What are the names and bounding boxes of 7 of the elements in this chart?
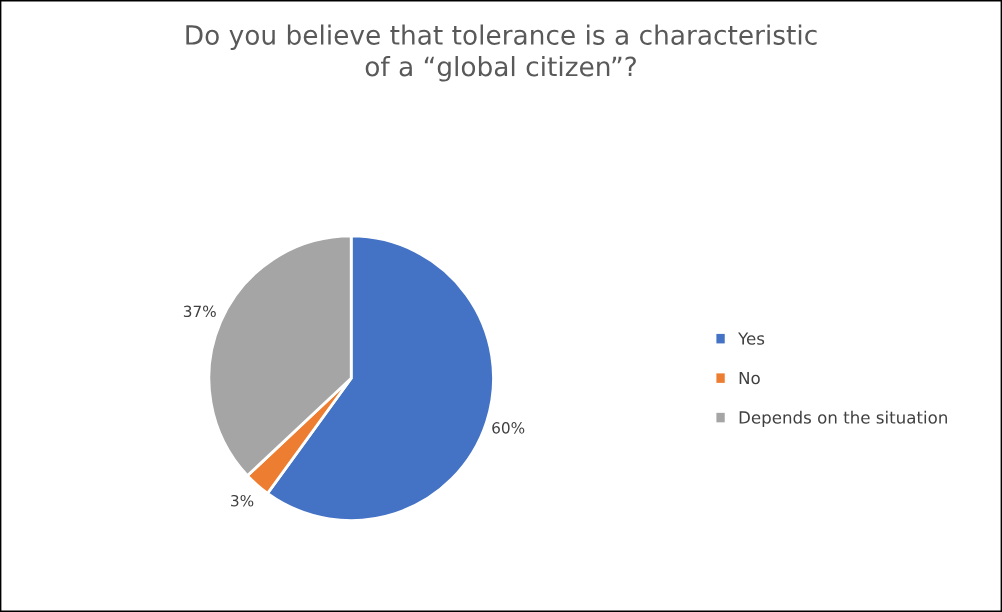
legend-label: No bbox=[739, 371, 760, 385]
data-label: 37% bbox=[183, 305, 216, 318]
chart-title: Do you believe that tolerance is a characteristic of a “global citizen”? bbox=[186, 24, 817, 82]
legend-label: Yes bbox=[738, 332, 765, 345]
data-label: 60% bbox=[492, 422, 525, 434]
legend-label: Depends on the situation bbox=[739, 410, 947, 427]
data-label: 3% bbox=[231, 494, 254, 507]
